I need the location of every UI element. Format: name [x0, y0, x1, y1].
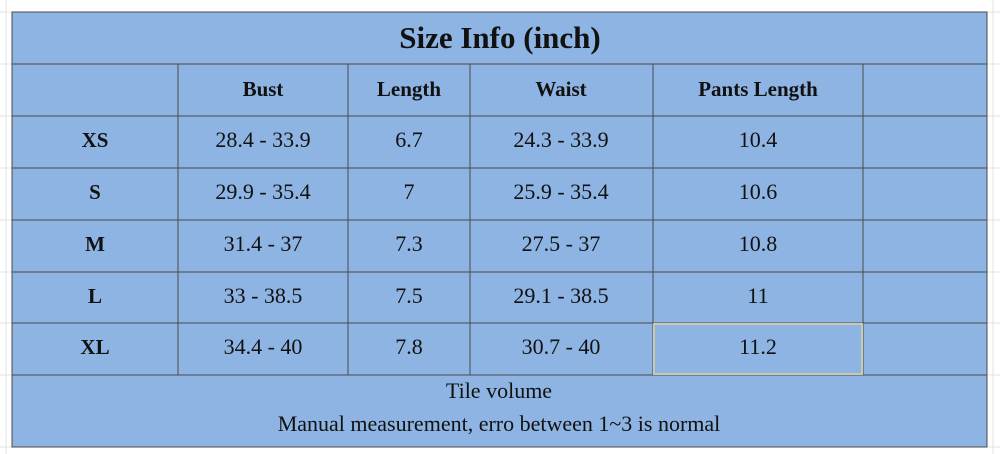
cell: 10.4: [739, 127, 778, 152]
cell: 7.8: [395, 334, 423, 359]
size-label: S: [89, 180, 101, 204]
cell: 27.5 - 37: [522, 231, 601, 256]
footer-note: Tile volume: [446, 378, 552, 403]
cell: 30.7 - 40: [522, 334, 601, 359]
cell: 7.5: [395, 283, 423, 308]
cell: 11: [747, 283, 768, 308]
size-label: L: [88, 284, 102, 308]
size-label: M: [85, 232, 105, 256]
column-header: Pants Length: [698, 77, 818, 101]
cell: 31.4 - 37: [224, 231, 303, 256]
cell: 6.7: [395, 127, 423, 152]
cell: 7: [404, 179, 415, 204]
size-label: XL: [80, 335, 109, 359]
column-header: Length: [377, 77, 442, 101]
cell: 34.4 - 40: [224, 334, 303, 359]
cell: 25.9 - 35.4: [513, 179, 608, 204]
table-title: Size Info (inch): [399, 20, 601, 55]
size-label: XS: [82, 128, 109, 152]
cell: 28.4 - 33.9: [215, 127, 310, 152]
cell: 10.6: [739, 179, 778, 204]
column-header: Bust: [243, 77, 284, 101]
cell: 7.3: [395, 231, 423, 256]
cell: 24.3 - 33.9: [513, 127, 608, 152]
footer-note: Manual measurement, erro between 1~3 is …: [278, 411, 721, 436]
selected-cell: [653, 323, 863, 375]
column-header: Waist: [535, 77, 586, 101]
cell: 11.2: [739, 334, 777, 359]
cell: 33 - 38.5: [224, 283, 303, 308]
cell: 29.9 - 35.4: [215, 179, 310, 204]
cell: 10.8: [739, 231, 778, 256]
cell: 29.1 - 38.5: [513, 283, 608, 308]
